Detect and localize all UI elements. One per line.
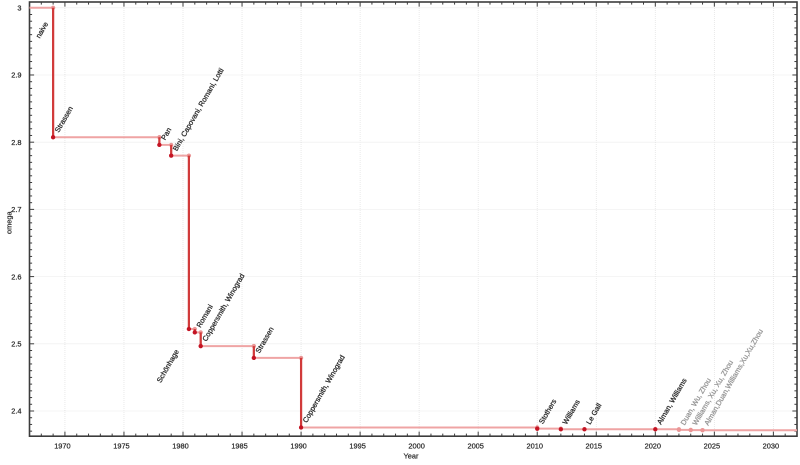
svg-text:2010: 2010 (527, 441, 543, 450)
svg-text:1995: 1995 (349, 441, 365, 450)
svg-text:2030: 2030 (763, 441, 779, 450)
svg-text:3: 3 (17, 3, 21, 12)
svg-text:2.8: 2.8 (11, 138, 21, 147)
svg-text:2015: 2015 (586, 441, 602, 450)
svg-text:2.6: 2.6 (11, 272, 21, 281)
svg-text:1990: 1990 (290, 441, 306, 450)
svg-text:2.4: 2.4 (11, 407, 21, 416)
svg-text:1980: 1980 (172, 441, 188, 450)
svg-text:2.9: 2.9 (11, 71, 21, 80)
svg-text:1970: 1970 (54, 441, 70, 450)
svg-text:1985: 1985 (231, 441, 247, 450)
svg-text:Year: Year (404, 451, 419, 460)
svg-text:2.7: 2.7 (11, 205, 21, 214)
svg-text:2.5: 2.5 (11, 340, 21, 349)
svg-text:1975: 1975 (113, 441, 129, 450)
svg-text:omega: omega (5, 211, 14, 234)
svg-text:2020: 2020 (645, 441, 661, 450)
svg-text:2005: 2005 (467, 441, 483, 450)
svg-text:2000: 2000 (408, 441, 424, 450)
svg-text:2025: 2025 (704, 441, 720, 450)
